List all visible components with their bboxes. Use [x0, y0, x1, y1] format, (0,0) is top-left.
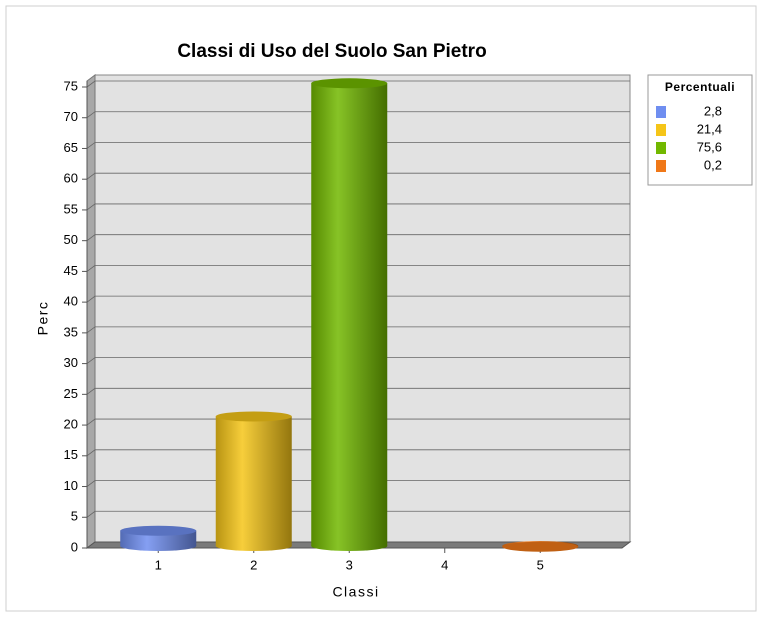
y-tick-label: 65: [64, 140, 78, 155]
bar: [311, 78, 388, 551]
grid-line: [86, 142, 630, 149]
legend-label: 21,4: [697, 121, 722, 136]
y-tick-label: 35: [64, 324, 78, 339]
grid-line: [86, 418, 630, 426]
x-tick-label: 2: [250, 557, 257, 572]
bar: [120, 525, 197, 551]
grid-line: [86, 510, 630, 518]
y-tick-label: 40: [64, 294, 78, 309]
legend-label: 75,6: [697, 139, 722, 154]
bar-top: [215, 411, 292, 422]
grid-line: [86, 264, 630, 272]
y-tick-label: 20: [64, 417, 78, 432]
legend-label: 2,8: [704, 103, 722, 118]
bar: [502, 541, 579, 552]
x-axis-title: Classi: [332, 584, 379, 600]
grid-line: [86, 480, 630, 487]
chart-title: Classi di Uso del Suolo San Pietro: [177, 41, 486, 62]
y-tick-label: 30: [64, 355, 78, 370]
grid-line: [86, 326, 630, 334]
legend-swatch: [656, 142, 666, 154]
bar-body: [311, 83, 388, 546]
grid-line: [86, 80, 630, 88]
y-tick-label: 0: [71, 539, 78, 554]
x-tick-label: 3: [346, 557, 353, 572]
bar-bottom: [120, 541, 197, 551]
legend-swatch: [656, 106, 666, 118]
legend-label: 0,2: [704, 157, 722, 172]
y-tick-label: 60: [64, 171, 78, 186]
legend-swatch: [656, 124, 666, 136]
bar: [215, 411, 292, 551]
y-tick-label: 55: [64, 201, 78, 216]
bar-top: [120, 525, 197, 536]
grid-line: [86, 295, 630, 303]
y-tick-label: 75: [64, 78, 78, 93]
bar-bottom: [311, 541, 388, 551]
y-tick-label: 5: [71, 509, 78, 524]
legend-title: Percentuali: [665, 80, 735, 94]
y-tick-label: 15: [64, 447, 78, 462]
bar-top: [502, 541, 579, 552]
y-tick-label: 25: [64, 386, 78, 401]
grid-line: [86, 172, 630, 180]
y-tick-label: 45: [64, 263, 78, 278]
grid-line: [86, 203, 630, 211]
bar-body: [215, 416, 292, 546]
grid-line: [86, 111, 630, 119]
x-tick-label: 4: [441, 557, 448, 572]
y-tick-label: 70: [64, 109, 78, 124]
grid-line: [86, 357, 630, 364]
y-axis-title: Perc: [35, 301, 51, 336]
x-tick-label: 1: [155, 557, 162, 572]
y-tick-label: 50: [64, 232, 78, 247]
legend-swatch: [656, 160, 666, 172]
bar-top: [311, 78, 388, 89]
x-tick-label: 5: [537, 557, 544, 572]
grid-line: [86, 449, 630, 457]
grid-line: [86, 387, 630, 395]
bar-bottom: [215, 541, 292, 551]
y-tick-label: 10: [64, 478, 78, 493]
grid-line: [86, 234, 630, 241]
